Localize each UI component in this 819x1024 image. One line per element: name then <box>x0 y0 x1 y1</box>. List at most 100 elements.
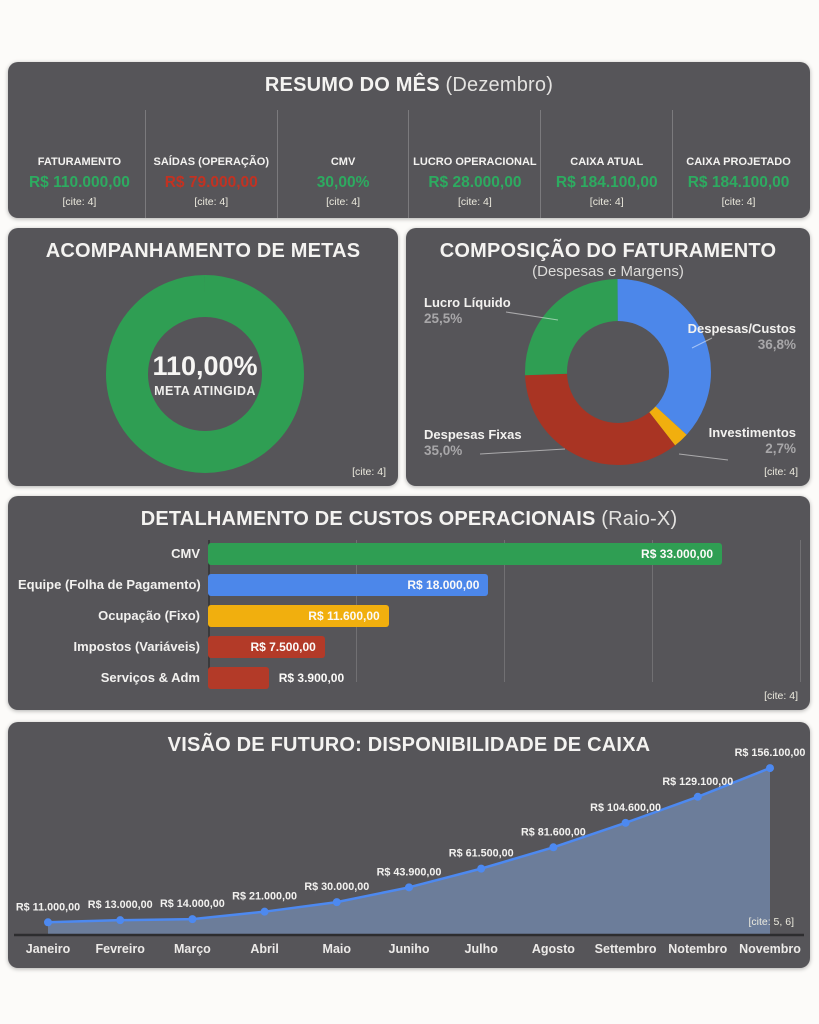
resumo-title-main: RESUMO DO MÊS <box>265 74 440 96</box>
kpi-value: R$ 79.000,00 <box>165 174 258 192</box>
bar-value-label: R$ 18.000,00 <box>208 574 479 596</box>
kpi-value: R$ 184.100,00 <box>556 174 658 192</box>
kpi-label: LUCRO OPERACIONAL <box>413 156 536 168</box>
bar-value-label: R$ 33.000,00 <box>208 543 713 565</box>
x-axis-tick-label: Novembro <box>739 942 801 956</box>
kpi-faturamento: FATURAMENTO R$ 110.000,00 [cite: 4] <box>14 110 145 218</box>
donut-label-pct: 2,7% <box>709 441 796 457</box>
data-point-label: R$ 61.500,00 <box>449 848 514 860</box>
kpi-value: R$ 110.000,00 <box>29 174 130 192</box>
bar-track: R$ 11.600,00 <box>208 605 800 627</box>
kpi-sa-das-opera-o: SAÍDAS (OPERAÇÃO) R$ 79.000,00 [cite: 4] <box>145 110 277 218</box>
panel-composicao-faturamento: COMPOSIÇÃO DO FATURAMENTO (Despesas e Ma… <box>406 228 810 486</box>
x-axis-tick-label: Agosto <box>532 942 575 956</box>
kpi-label: CAIXA PROJETADO <box>686 156 791 168</box>
donut-label-despesas-custos: Despesas/Custos 36,8% <box>688 322 796 352</box>
bar-row: Equipe (Folha de Pagamento)R$ 18.000,00 <box>18 569 800 600</box>
bar-track: R$ 7.500,00 <box>208 636 800 658</box>
data-point-label: R$ 14.000,00 <box>160 898 225 910</box>
panel-acompanhamento-metas: ACOMPANHAMENTO DE METAS 110,00% META ATI… <box>8 228 398 486</box>
bar-row: Serviços & Adm R$ 3.900,00 <box>18 662 800 693</box>
data-point-label: R$ 104.600,00 <box>590 802 661 814</box>
data-point <box>44 918 52 926</box>
bar-category-label: Ocupação (Fixo) <box>18 608 208 623</box>
kpi-value: R$ 28.000,00 <box>428 174 521 192</box>
donut-label-name: Despesas/Custos <box>688 322 796 337</box>
kpi-citation: [cite: 4] <box>326 196 360 208</box>
data-point <box>261 908 269 916</box>
bar-title: DETALHAMENTO DE CUSTOS OPERACIONAIS (Rai… <box>8 496 810 531</box>
data-point-label: R$ 129.100,00 <box>662 776 733 788</box>
data-point <box>116 916 124 924</box>
data-point <box>766 764 774 772</box>
kpi-citation: [cite: 4] <box>194 196 228 208</box>
kpi-row: FATURAMENTOR$ 110.000,00[cite: 4]SAÍDAS … <box>14 110 804 218</box>
donut-label-pct: 36,8% <box>688 337 796 353</box>
data-point <box>405 883 413 891</box>
kpi-cmv: CMV30,00%[cite: 4] <box>277 110 409 218</box>
comp-title: COMPOSIÇÃO DO FATURAMENTO <box>406 228 810 263</box>
kpi-value: 30,00% <box>317 174 370 192</box>
bar-category-label: CMV <box>18 546 208 561</box>
meta-gauge-label: META ATINGIDA <box>154 384 256 398</box>
donut-label-lucro-liquido: Lucro Líquido 25,5% <box>424 296 511 326</box>
comp-citation: [cite: 4] <box>764 466 798 478</box>
data-point-label: R$ 13.000,00 <box>88 899 153 911</box>
bar-gridline <box>800 540 801 682</box>
bar-row: Impostos (Variáveis)R$ 7.500,00 <box>18 631 800 662</box>
bar-track: R$ 18.000,00 <box>208 574 800 596</box>
bar-value-label: R$ 7.500,00 <box>208 636 316 658</box>
x-axis-tick-label: Maio <box>323 942 352 956</box>
panel-custos-operacionais: DETALHAMENTO DE CUSTOS OPERACIONAIS (Rai… <box>8 496 810 710</box>
x-axis-tick-label: Fevreiro <box>96 942 146 956</box>
kpi-citation: [cite: 4] <box>590 196 624 208</box>
line-title: VISÃO DE FUTURO: DISPONIBILIDADE DE CAIX… <box>8 722 810 757</box>
donut-label-name: Lucro Líquido <box>424 296 511 311</box>
metas-title: ACOMPANHAMENTO DE METAS <box>8 228 398 263</box>
kpi-label: FATURAMENTO <box>38 156 121 168</box>
kpi-label: CAIXA ATUAL <box>570 156 643 168</box>
x-axis-tick-label: Março <box>174 942 211 956</box>
x-axis-tick-label: Settembro <box>595 942 657 956</box>
area-fill <box>48 768 770 934</box>
x-axis-tick-label: Juniho <box>389 942 430 956</box>
data-point-label: R$ 81.600,00 <box>521 826 586 838</box>
data-point-label: R$ 11.000,00 <box>16 901 80 913</box>
donut-label-pct: 25,5% <box>424 311 511 327</box>
donut-label-pct: 35,0% <box>424 443 522 459</box>
x-axis-tick-label: Abril <box>250 942 278 956</box>
x-axis-tick-label: Julho <box>465 942 499 956</box>
bar-title-main: DETALHAMENTO DE CUSTOS OPERACIONAIS <box>141 508 596 530</box>
kpi-citation: [cite: 4] <box>722 196 756 208</box>
bar-value-label: R$ 3.900,00 <box>279 667 344 689</box>
data-point <box>477 865 485 873</box>
bar-rows: CMVR$ 33.000,00Equipe (Folha de Pagament… <box>18 538 800 693</box>
kpi-citation: [cite: 4] <box>458 196 492 208</box>
kpi-label: SAÍDAS (OPERAÇÃO) <box>153 156 269 168</box>
donut-label-investimentos: Investimentos 2,7% <box>709 426 796 456</box>
donut-label-despesas-fixas: Despesas Fixas 35,0% <box>424 428 522 458</box>
data-point <box>549 843 557 851</box>
data-point <box>188 915 196 923</box>
bar-category-label: Impostos (Variáveis) <box>18 639 208 654</box>
donut-label-name: Despesas Fixas <box>424 428 522 443</box>
panel-disponibilidade-caixa: R$ 11.000,00 Janeiro R$ 13.000,00 Fevreiro R… <box>8 722 810 968</box>
data-point-label: R$ 30.000,00 <box>304 881 369 893</box>
x-axis-tick-label: Janeiro <box>26 942 71 956</box>
bar-track: R$ 33.000,00 <box>208 543 800 565</box>
resumo-title-suffix: (Dezembro) <box>440 74 553 96</box>
panel-resumo-do-mes: RESUMO DO MÊS (Dezembro) FATURAMENTO R$ 1… <box>8 62 810 218</box>
data-point-label: R$ 21.000,00 <box>232 891 297 903</box>
kpi-caixa-projetado: CAIXA PROJETADOR$ 184.100,00[cite: 4] <box>672 110 804 218</box>
custos-bar-chart: CMVR$ 33.000,00Equipe (Folha de Pagament… <box>18 538 800 698</box>
bar-citation: [cite: 4] <box>764 690 798 702</box>
bar-value-label: R$ 11.600,00 <box>208 605 380 627</box>
bar-row: Ocupação (Fixo)R$ 11.600,00 <box>18 600 800 631</box>
kpi-caixa-atual: CAIXA ATUAL R$ 184.100,00 [cite: 4] <box>540 110 672 218</box>
data-point <box>333 898 341 906</box>
resumo-title: RESUMO DO MÊS (Dezembro) <box>8 62 810 97</box>
bar-category-label: Serviços & Adm <box>18 670 208 685</box>
bar-row: CMVR$ 33.000,00 <box>18 538 800 569</box>
kpi-citation: [cite: 4] <box>62 196 96 208</box>
meta-gauge-value: 110,00% <box>152 351 257 382</box>
